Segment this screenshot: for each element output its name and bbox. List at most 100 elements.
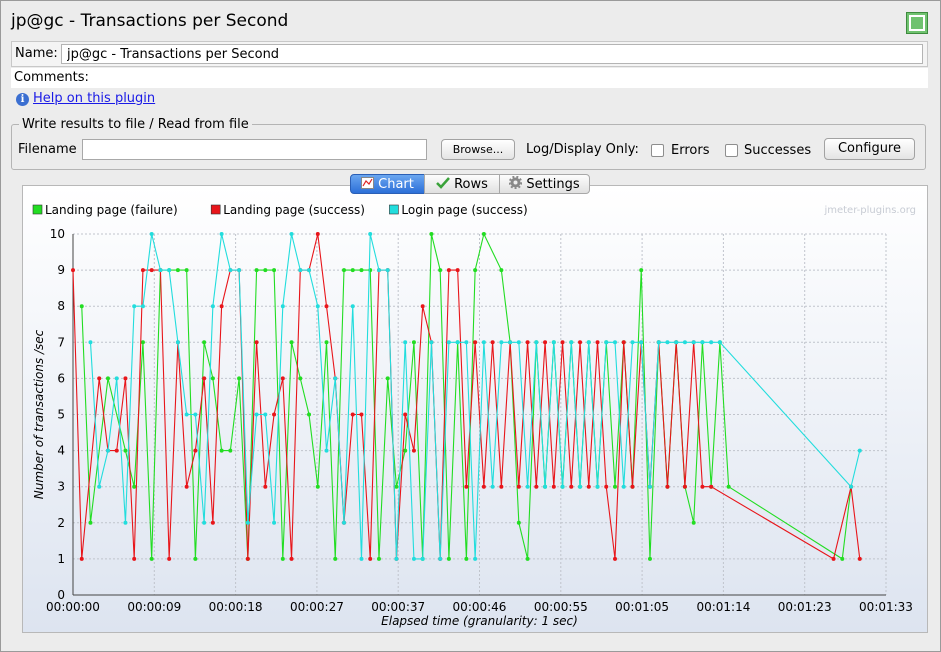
data-point xyxy=(79,556,84,561)
tab-rows[interactable]: Rows xyxy=(424,174,500,194)
tab-settings[interactable]: Settings xyxy=(499,174,590,194)
data-point xyxy=(429,340,434,345)
comments-row[interactable]: Comments: xyxy=(11,68,928,88)
data-point xyxy=(525,556,530,561)
data-point xyxy=(184,484,189,489)
data-point xyxy=(123,448,128,453)
data-point xyxy=(193,448,198,453)
y-axis-label: Number of transactions /sec xyxy=(32,329,46,499)
x-tick-label: 00:01:05 xyxy=(615,600,669,614)
data-point xyxy=(324,448,329,453)
checkmark-icon xyxy=(436,176,451,195)
data-point xyxy=(280,556,285,561)
data-point xyxy=(674,340,679,345)
data-point xyxy=(202,340,207,345)
data-point xyxy=(132,484,137,489)
data-point xyxy=(709,340,714,345)
configure-button[interactable]: Configure xyxy=(824,138,915,160)
x-tick-label: 00:00:55 xyxy=(534,600,588,614)
errors-label: Errors xyxy=(671,143,710,158)
data-point xyxy=(691,520,696,525)
gear-icon xyxy=(509,175,523,195)
data-point xyxy=(298,376,303,381)
data-point xyxy=(446,340,451,345)
data-point xyxy=(682,484,687,489)
x-axis-label: Elapsed time (granularity: 1 sec) xyxy=(381,614,578,628)
chart-panel: 0 1 2 3 4 5 6 7 8 9 10 00:00:00 00:00:09 00:00:18 00:0… xyxy=(22,185,928,633)
data-point xyxy=(88,520,93,525)
data-point xyxy=(560,484,565,489)
data-point xyxy=(840,556,845,561)
data-point xyxy=(368,232,373,236)
expand-icon[interactable] xyxy=(906,12,928,34)
data-point xyxy=(350,268,355,273)
data-point xyxy=(647,484,652,489)
help-link[interactable]: Help on this plugin xyxy=(33,91,156,106)
data-point xyxy=(420,304,425,309)
x-tick-label: 00:00:18 xyxy=(209,600,263,614)
successes-checkbox[interactable] xyxy=(725,144,738,157)
y-tick-label: 5 xyxy=(57,408,65,422)
data-point xyxy=(700,340,705,345)
data-point xyxy=(263,268,268,273)
data-point xyxy=(184,412,189,417)
data-point xyxy=(376,268,381,273)
data-point xyxy=(193,412,198,417)
data-point xyxy=(543,484,548,489)
data-point xyxy=(324,304,329,309)
window-title: jp@gc - Transactions per Second xyxy=(11,11,289,31)
name-label: Name: xyxy=(15,46,58,61)
data-point xyxy=(245,556,250,561)
data-point xyxy=(342,520,346,525)
data-point xyxy=(289,232,294,236)
data-point xyxy=(140,304,145,309)
legend-swatch xyxy=(389,204,399,215)
tab-chart[interactable]: Chart xyxy=(350,174,425,194)
data-point xyxy=(237,268,242,273)
data-point xyxy=(473,268,478,273)
chart-canvas: 0 1 2 3 4 5 6 7 8 9 10 00:00:00 00:00:09 00:00:18 00:0… xyxy=(23,186,927,632)
data-point xyxy=(613,556,617,561)
data-point xyxy=(315,232,320,236)
data-point xyxy=(254,268,259,273)
data-point xyxy=(175,340,180,345)
series-line xyxy=(81,232,852,560)
data-point xyxy=(114,376,119,381)
data-point xyxy=(604,340,609,345)
data-point xyxy=(516,340,521,345)
x-tick-label: 00:01:23 xyxy=(778,600,832,614)
data-point xyxy=(595,340,600,345)
data-point xyxy=(123,376,128,381)
data-point xyxy=(97,376,102,381)
y-tick-label: 4 xyxy=(57,444,65,458)
data-point xyxy=(630,340,635,345)
data-point xyxy=(621,484,626,489)
data-point xyxy=(534,340,539,345)
data-point xyxy=(175,268,180,273)
data-point xyxy=(140,340,145,345)
x-tick-label: 00:00:46 xyxy=(453,600,507,614)
errors-checkbox[interactable] xyxy=(651,144,664,157)
data-point xyxy=(411,340,416,345)
data-point xyxy=(621,340,626,345)
data-point xyxy=(280,304,285,309)
filename-field[interactable] xyxy=(82,139,427,160)
data-point xyxy=(429,232,434,236)
data-point xyxy=(473,340,478,345)
data-point xyxy=(333,556,338,561)
data-point xyxy=(228,448,233,453)
log-display-label: Log/Display Only: xyxy=(526,142,639,157)
data-point xyxy=(630,484,635,489)
data-point xyxy=(167,556,172,561)
data-point xyxy=(219,304,224,309)
y-tick-label: 2 xyxy=(57,516,65,530)
data-point xyxy=(210,304,215,309)
name-field[interactable] xyxy=(61,44,923,64)
x-tick-label: 00:00:37 xyxy=(371,600,425,614)
data-point xyxy=(403,340,408,345)
data-point xyxy=(88,340,93,345)
data-point xyxy=(481,484,486,489)
browse-button[interactable]: Browse... xyxy=(441,139,515,160)
data-point xyxy=(315,304,320,309)
data-point xyxy=(307,412,312,417)
